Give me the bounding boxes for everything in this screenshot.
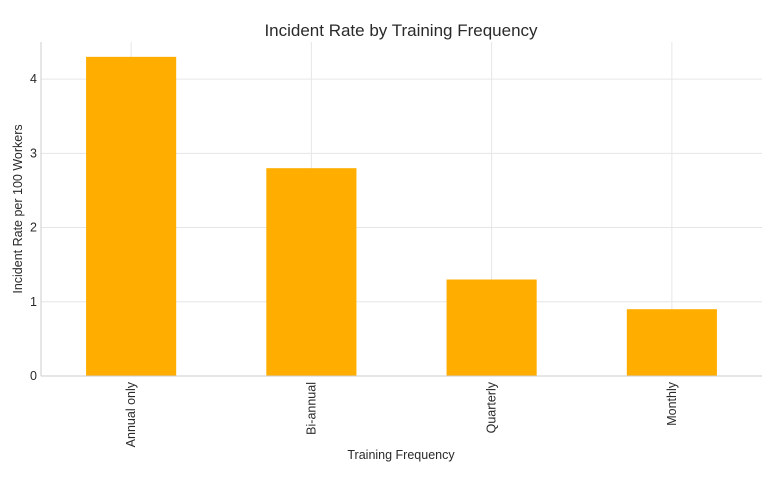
bar-bi-annual [266,168,357,376]
x-tick-label: Quarterly [485,381,499,433]
chart-title: Incident Rate by Training Frequency [264,21,538,40]
axes [40,42,762,377]
bar-monthly [626,309,717,376]
x-axis-label: Training Frequency [347,448,455,462]
x-tick-label: Monthly [665,381,679,426]
y-tick-label: 1 [30,295,37,309]
y-tick-label: 0 [30,369,37,383]
y-axis-label: Incident Rate per 100 Workers [11,124,25,293]
x-tick-label: Bi-annual [304,382,318,435]
bar-annual-only [86,56,177,376]
y-tick-label: 3 [30,146,37,160]
y-tick-labels: 0 1 2 3 4 [30,72,37,383]
x-tick-labels: Annual only Bi-annual Quarterly Monthly [124,381,679,447]
x-tick-label: Annual only [124,381,138,447]
bars [86,56,717,376]
bar-quarterly [446,279,537,376]
y-tick-label: 2 [30,221,37,235]
y-tick-label: 4 [30,72,37,86]
